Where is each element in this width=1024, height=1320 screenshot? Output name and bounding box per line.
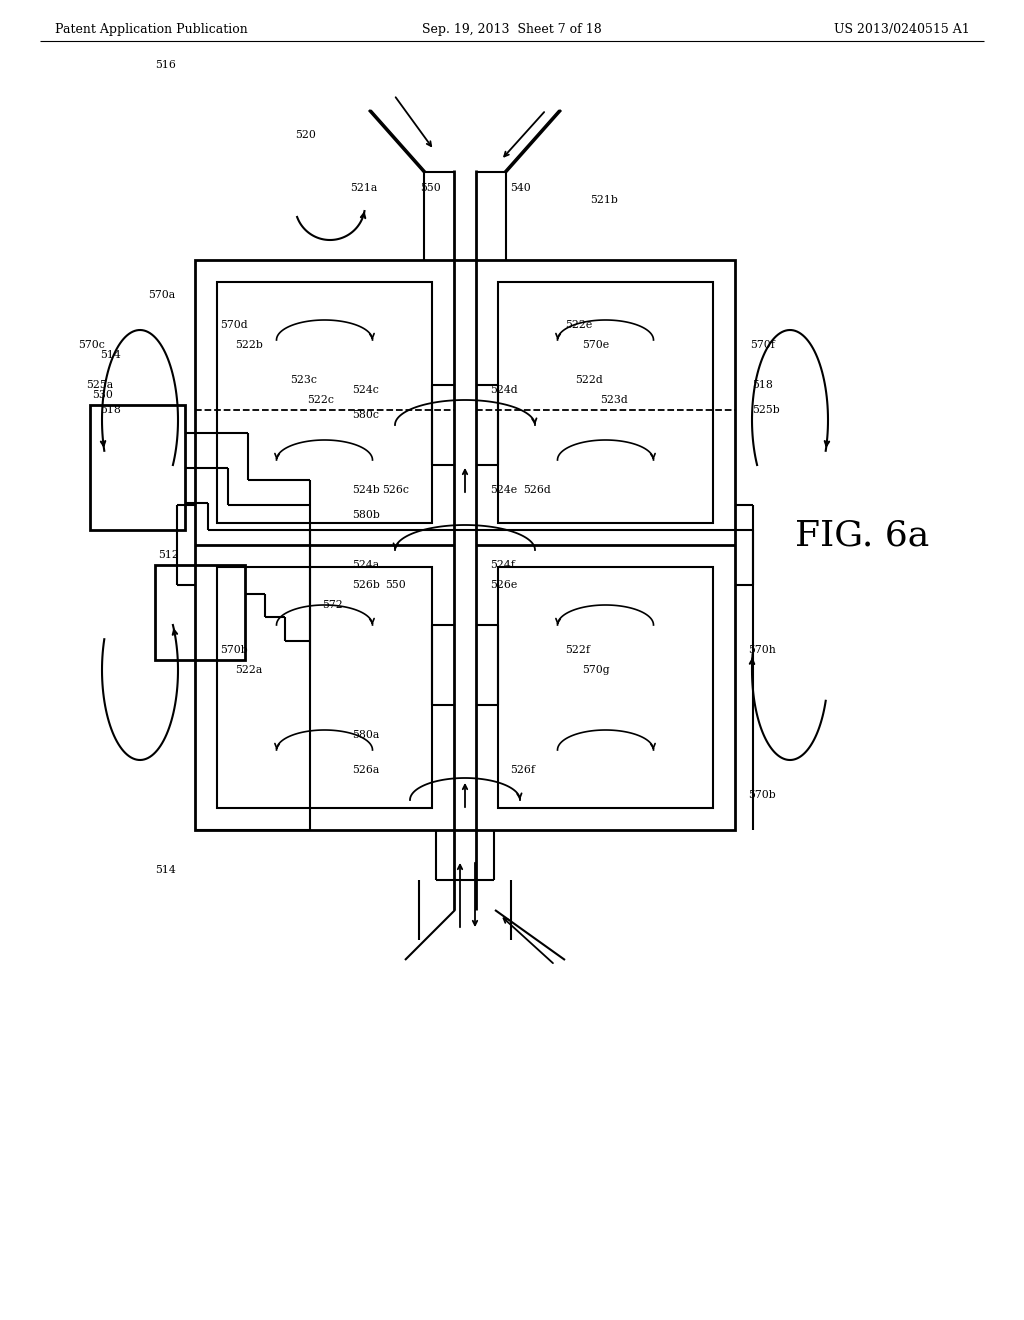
Text: 518: 518 (752, 380, 773, 389)
Text: FIG. 6a: FIG. 6a (795, 517, 929, 552)
Bar (217, 282, 432, 523)
Text: 580a: 580a (352, 730, 379, 741)
Text: 570b: 570b (220, 645, 248, 655)
Text: 550: 550 (420, 183, 440, 193)
Text: 521a: 521a (350, 183, 377, 193)
Text: 523c: 523c (290, 375, 316, 385)
Text: 526c: 526c (382, 484, 409, 495)
Text: 516: 516 (155, 59, 176, 70)
Text: 521b: 521b (590, 195, 617, 205)
Text: 530: 530 (92, 389, 113, 400)
Text: 522a: 522a (234, 665, 262, 675)
Text: 526b: 526b (352, 579, 380, 590)
Text: 514: 514 (155, 865, 176, 875)
Text: 524f: 524f (490, 560, 515, 570)
Text: 520: 520 (295, 129, 315, 140)
Text: 525a: 525a (86, 380, 113, 389)
Text: Sep. 19, 2013  Sheet 7 of 18: Sep. 19, 2013 Sheet 7 of 18 (422, 22, 602, 36)
Text: 570c: 570c (78, 341, 104, 350)
Text: 522c: 522c (307, 395, 334, 405)
Text: 580c: 580c (352, 411, 379, 420)
Text: 526e: 526e (490, 579, 517, 590)
Bar (217, 568, 432, 808)
Bar (195, 260, 735, 830)
Bar (155, 565, 245, 660)
Text: 524b: 524b (352, 484, 380, 495)
Text: 572: 572 (322, 601, 343, 610)
Text: 514: 514 (100, 350, 121, 360)
Text: US 2013/0240515 A1: US 2013/0240515 A1 (835, 22, 970, 36)
Text: 512: 512 (158, 550, 179, 560)
Text: 522e: 522e (565, 319, 592, 330)
Bar (498, 282, 713, 523)
Text: 580b: 580b (352, 510, 380, 520)
Text: 526a: 526a (352, 766, 379, 775)
Text: 523d: 523d (600, 395, 628, 405)
Text: 570e: 570e (582, 341, 609, 350)
Text: 522f: 522f (565, 645, 590, 655)
Text: 524d: 524d (490, 385, 517, 395)
Text: 570f: 570f (750, 341, 775, 350)
Text: 570g: 570g (582, 665, 609, 675)
Text: 540: 540 (510, 183, 530, 193)
Text: 570a: 570a (148, 290, 175, 300)
Text: 518: 518 (100, 405, 121, 414)
Text: 524c: 524c (352, 385, 379, 395)
Text: 570h: 570h (748, 645, 776, 655)
Text: 524e: 524e (490, 484, 517, 495)
Text: 570b: 570b (748, 789, 776, 800)
Text: Patent Application Publication: Patent Application Publication (55, 22, 248, 36)
Text: 570d: 570d (220, 319, 248, 330)
Text: 550: 550 (385, 579, 406, 590)
Bar (90, 405, 185, 531)
Text: 524a: 524a (352, 560, 379, 570)
Text: 526d: 526d (523, 484, 551, 495)
Text: 522b: 522b (234, 341, 263, 350)
Bar (498, 568, 713, 808)
Text: 525b: 525b (752, 405, 779, 414)
Text: 522d: 522d (575, 375, 603, 385)
Text: 526f: 526f (510, 766, 535, 775)
